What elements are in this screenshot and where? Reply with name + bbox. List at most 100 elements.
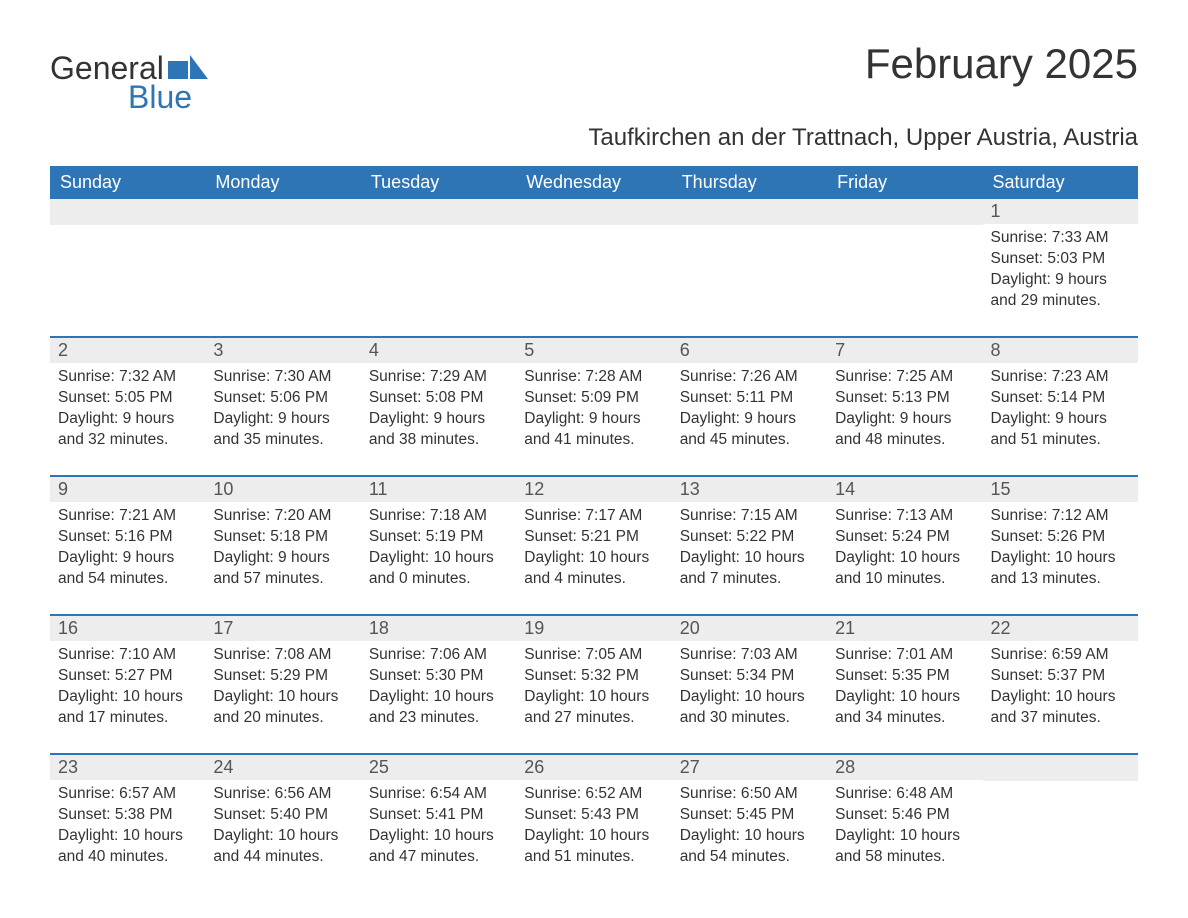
day-detail-line: Sunrise: 7:30 AM <box>213 367 352 388</box>
day-details: Sunrise: 6:56 AMSunset: 5:40 PMDaylight:… <box>205 780 360 868</box>
day-detail-line: Daylight: 10 hours <box>991 687 1130 708</box>
day-number <box>983 755 1138 781</box>
day-detail-line: and 7 minutes. <box>680 569 819 590</box>
calendar-day-cell <box>516 199 671 337</box>
day-detail-line: Daylight: 10 hours <box>213 687 352 708</box>
day-detail-line: and 13 minutes. <box>991 569 1130 590</box>
day-detail-line: and 54 minutes. <box>680 847 819 868</box>
day-number <box>516 199 671 225</box>
day-number: 25 <box>361 755 516 780</box>
calendar-day-cell: 19Sunrise: 7:05 AMSunset: 5:32 PMDayligh… <box>516 616 671 754</box>
day-details: Sunrise: 6:57 AMSunset: 5:38 PMDaylight:… <box>50 780 205 868</box>
day-number: 18 <box>361 616 516 641</box>
day-detail-line: Sunrise: 7:23 AM <box>991 367 1130 388</box>
day-detail-line: Sunset: 5:18 PM <box>213 527 352 548</box>
day-number: 9 <box>50 477 205 502</box>
calendar-day-cell: 4Sunrise: 7:29 AMSunset: 5:08 PMDaylight… <box>361 338 516 476</box>
calendar-day-cell: 13Sunrise: 7:15 AMSunset: 5:22 PMDayligh… <box>672 477 827 615</box>
day-detail-line: Sunset: 5:03 PM <box>991 249 1130 270</box>
calendar-week-row: 23Sunrise: 6:57 AMSunset: 5:38 PMDayligh… <box>50 755 1138 893</box>
day-number: 10 <box>205 477 360 502</box>
weekday-header: Thursday <box>672 166 827 199</box>
calendar-day-cell <box>50 199 205 337</box>
day-details: Sunrise: 7:03 AMSunset: 5:34 PMDaylight:… <box>672 641 827 729</box>
day-detail-line: Sunrise: 6:57 AM <box>58 784 197 805</box>
day-detail-line: Sunset: 5:09 PM <box>524 388 663 409</box>
day-detail-line: Sunrise: 7:03 AM <box>680 645 819 666</box>
day-number: 15 <box>983 477 1138 502</box>
calendar-day-cell: 25Sunrise: 6:54 AMSunset: 5:41 PMDayligh… <box>361 755 516 893</box>
day-detail-line: and 40 minutes. <box>58 847 197 868</box>
day-detail-line: and 47 minutes. <box>369 847 508 868</box>
day-detail-line: Sunset: 5:40 PM <box>213 805 352 826</box>
day-detail-line: and 10 minutes. <box>835 569 974 590</box>
calendar-week-row: 2Sunrise: 7:32 AMSunset: 5:05 PMDaylight… <box>50 338 1138 476</box>
weekday-header: Tuesday <box>361 166 516 199</box>
day-detail-line: and 30 minutes. <box>680 708 819 729</box>
logo-word2: Blue <box>128 79 192 116</box>
day-details: Sunrise: 6:54 AMSunset: 5:41 PMDaylight:… <box>361 780 516 868</box>
day-detail-line: and 32 minutes. <box>58 430 197 451</box>
weekday-header: Monday <box>205 166 360 199</box>
day-detail-line: Daylight: 9 hours <box>524 409 663 430</box>
day-details: Sunrise: 7:28 AMSunset: 5:09 PMDaylight:… <box>516 363 671 451</box>
calendar-day-cell: 27Sunrise: 6:50 AMSunset: 5:45 PMDayligh… <box>672 755 827 893</box>
day-detail-line: Daylight: 9 hours <box>213 548 352 569</box>
day-details: Sunrise: 7:29 AMSunset: 5:08 PMDaylight:… <box>361 363 516 451</box>
day-detail-line: Sunrise: 7:25 AM <box>835 367 974 388</box>
day-number <box>827 199 982 225</box>
day-details: Sunrise: 7:23 AMSunset: 5:14 PMDaylight:… <box>983 363 1138 451</box>
calendar-day-cell: 23Sunrise: 6:57 AMSunset: 5:38 PMDayligh… <box>50 755 205 893</box>
calendar-week-row: 16Sunrise: 7:10 AMSunset: 5:27 PMDayligh… <box>50 616 1138 754</box>
day-details: Sunrise: 7:20 AMSunset: 5:18 PMDaylight:… <box>205 502 360 590</box>
logo: General Blue <box>50 40 208 116</box>
day-detail-line: and 20 minutes. <box>213 708 352 729</box>
day-detail-line: Sunrise: 7:32 AM <box>58 367 197 388</box>
calendar-day-cell: 16Sunrise: 7:10 AMSunset: 5:27 PMDayligh… <box>50 616 205 754</box>
day-detail-line: Sunset: 5:24 PM <box>835 527 974 548</box>
weekday-header-row: Sunday Monday Tuesday Wednesday Thursday… <box>50 166 1138 199</box>
calendar-day-cell <box>827 199 982 337</box>
day-details: Sunrise: 7:17 AMSunset: 5:21 PMDaylight:… <box>516 502 671 590</box>
day-details: Sunrise: 7:26 AMSunset: 5:11 PMDaylight:… <box>672 363 827 451</box>
day-details: Sunrise: 7:06 AMSunset: 5:30 PMDaylight:… <box>361 641 516 729</box>
day-detail-line: and 44 minutes. <box>213 847 352 868</box>
day-number: 19 <box>516 616 671 641</box>
day-detail-line: Daylight: 10 hours <box>524 687 663 708</box>
day-number <box>361 199 516 225</box>
day-detail-line: Sunrise: 6:54 AM <box>369 784 508 805</box>
day-detail-line: Daylight: 9 hours <box>213 409 352 430</box>
day-detail-line: and 48 minutes. <box>835 430 974 451</box>
day-number: 26 <box>516 755 671 780</box>
calendar-day-cell <box>361 199 516 337</box>
day-detail-line: Sunset: 5:21 PM <box>524 527 663 548</box>
calendar-day-cell <box>205 199 360 337</box>
day-number: 7 <box>827 338 982 363</box>
location-subtitle: Taufkirchen an der Trattnach, Upper Aust… <box>50 124 1138 152</box>
day-details: Sunrise: 7:15 AMSunset: 5:22 PMDaylight:… <box>672 502 827 590</box>
day-details: Sunrise: 7:21 AMSunset: 5:16 PMDaylight:… <box>50 502 205 590</box>
day-detail-line: and 45 minutes. <box>680 430 819 451</box>
day-number: 22 <box>983 616 1138 641</box>
day-detail-line: and 51 minutes. <box>524 847 663 868</box>
day-detail-line: Daylight: 10 hours <box>213 826 352 847</box>
day-detail-line: and 54 minutes. <box>58 569 197 590</box>
day-detail-line: Sunset: 5:06 PM <box>213 388 352 409</box>
calendar-day-cell <box>672 199 827 337</box>
day-detail-line: Sunset: 5:43 PM <box>524 805 663 826</box>
day-detail-line: Sunrise: 7:21 AM <box>58 506 197 527</box>
day-details: Sunrise: 6:48 AMSunset: 5:46 PMDaylight:… <box>827 780 982 868</box>
day-detail-line: and 57 minutes. <box>213 569 352 590</box>
calendar-day-cell: 10Sunrise: 7:20 AMSunset: 5:18 PMDayligh… <box>205 477 360 615</box>
day-detail-line: Sunrise: 6:59 AM <box>991 645 1130 666</box>
day-number: 11 <box>361 477 516 502</box>
calendar-day-cell: 3Sunrise: 7:30 AMSunset: 5:06 PMDaylight… <box>205 338 360 476</box>
day-details: Sunrise: 7:30 AMSunset: 5:06 PMDaylight:… <box>205 363 360 451</box>
calendar-day-cell: 17Sunrise: 7:08 AMSunset: 5:29 PMDayligh… <box>205 616 360 754</box>
day-detail-line: Sunrise: 7:08 AM <box>213 645 352 666</box>
day-detail-line: and 27 minutes. <box>524 708 663 729</box>
day-detail-line: Daylight: 9 hours <box>58 548 197 569</box>
day-number <box>50 199 205 225</box>
day-detail-line: Sunset: 5:29 PM <box>213 666 352 687</box>
day-detail-line: Sunrise: 7:15 AM <box>680 506 819 527</box>
